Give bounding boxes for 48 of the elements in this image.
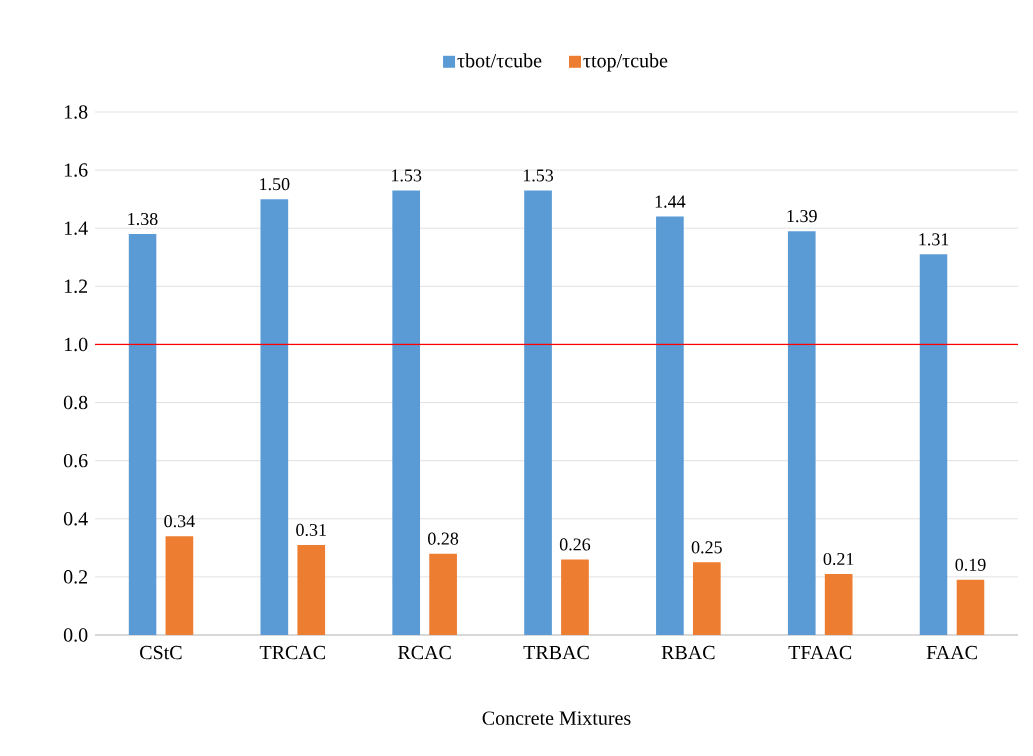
y-tick-label: 1.0 — [64, 337, 88, 352]
x-axis-title: Concrete Mixtures — [482, 711, 631, 725]
bar — [956, 579, 985, 635]
data-label: 1.53 — [392, 169, 422, 182]
data-label: 0.25 — [691, 541, 722, 554]
data-label: 0.31 — [296, 523, 326, 537]
data-label: 1.44 — [655, 195, 686, 208]
y-tick-label: 1.6 — [64, 163, 88, 177]
data-label: 1.39 — [787, 210, 817, 223]
y-tick-label: 1.2 — [64, 279, 88, 294]
bar — [656, 216, 684, 635]
y-tick-label: 0.0 — [63, 628, 88, 642]
data-label: 0.21 — [823, 552, 854, 566]
data-label: 0.26 — [559, 538, 591, 551]
data-label: 1.38 — [128, 212, 158, 226]
data-label: 1.31 — [919, 233, 949, 246]
data-label: 0.19 — [955, 558, 986, 571]
bar — [392, 190, 421, 635]
data-label: 1.53 — [523, 169, 554, 182]
bar — [919, 254, 948, 635]
data-label: 1.50 — [260, 178, 290, 191]
y-tick-label: 1.8 — [64, 105, 88, 119]
bar — [692, 562, 721, 635]
bar — [165, 536, 194, 635]
bar — [824, 573, 853, 635]
bar — [787, 231, 816, 635]
x-tick-label: RBAC — [661, 645, 715, 660]
legend-label: τtop/τcube — [583, 53, 668, 72]
x-tick-label: CStC — [140, 645, 182, 660]
y-tick-label: 0.2 — [63, 570, 88, 584]
x-tick-label: TRBAC — [523, 645, 589, 660]
bar — [561, 559, 589, 635]
y-tick-label: 0.6 — [63, 453, 88, 468]
x-tick-label: RCAC — [397, 645, 451, 660]
bar — [128, 234, 157, 635]
x-tick-label: TFAAC — [788, 645, 852, 660]
data-label: 0.34 — [164, 515, 195, 528]
bar — [260, 199, 289, 635]
legend-label: τbot/τcube — [457, 53, 542, 68]
bar — [524, 190, 552, 635]
x-tick-label: FAAC — [926, 645, 977, 660]
y-tick-label: 0.4 — [63, 511, 88, 526]
x-tick-label: TRCAC — [259, 645, 326, 660]
data-label: 0.28 — [428, 532, 459, 545]
y-tick-label: 1.4 — [64, 221, 88, 235]
y-tick-label: 0.8 — [63, 395, 88, 410]
bar — [429, 553, 457, 635]
bar — [297, 544, 326, 635]
